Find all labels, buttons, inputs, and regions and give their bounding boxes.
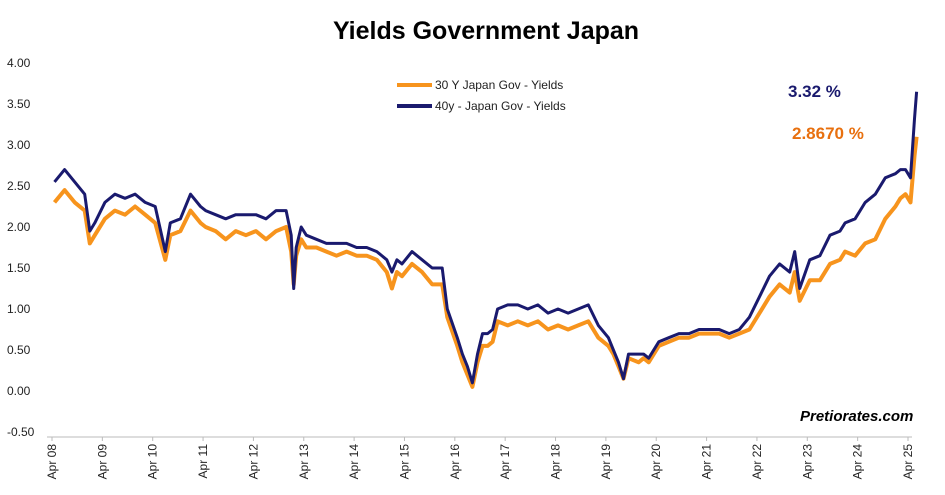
x-tick-label: Apr 12: [246, 444, 260, 480]
legend-label-30y: 30 Y Japan Gov - Yields: [435, 78, 563, 92]
series-line-30y: [52, 136, 919, 389]
annotation-40y: 3.32 %: [788, 82, 841, 101]
y-tick-label: -0.50: [7, 425, 35, 439]
x-tick-label: Apr 16: [448, 444, 462, 480]
x-tick-label: Apr 11: [196, 444, 210, 479]
x-tick-label: Apr 23: [800, 444, 814, 480]
y-tick-label: 3.00: [7, 138, 31, 152]
x-tick-label: Apr 25: [901, 444, 915, 480]
x-tick-label: Apr 10: [146, 444, 160, 480]
x-tick-label: Apr 14: [347, 444, 361, 480]
x-tick-label: Apr 18: [549, 444, 563, 480]
y-tick-label: 1.50: [7, 261, 31, 275]
y-tick-label: 2.00: [7, 220, 31, 234]
x-tick-label: Apr 22: [750, 444, 764, 480]
y-tick-label: 0.50: [7, 343, 31, 357]
x-tick-label: Apr 09: [95, 444, 109, 480]
y-tick-label: 2.50: [7, 179, 31, 193]
legend-label-40y: 40y - Japan Gov - Yields: [435, 99, 566, 113]
x-tick-label: Apr 15: [397, 444, 411, 480]
chart-title: Yields Government Japan: [333, 17, 639, 45]
x-tick-label: Apr 13: [297, 444, 311, 480]
x-tick-label: Apr 08: [45, 444, 59, 480]
series-line-40y: [53, 91, 919, 385]
y-tick-label: 1.00: [7, 302, 31, 316]
annotation-30y: 2.8670 %: [792, 124, 864, 143]
x-tick-label: Apr 21: [700, 444, 714, 480]
x-tick-label: Apr 19: [599, 444, 613, 480]
y-tick-label: 3.50: [7, 97, 31, 111]
y-tick-label: 4.00: [7, 56, 31, 70]
y-axis: -0.50 0.00 0.50 1.00 1.50 2.00 2.50 3.00 3.50 4.0…: [7, 56, 35, 439]
x-tick-label: Apr 17: [498, 444, 512, 480]
x-axis: Apr 08 Apr 09 Apr 10 Apr 11 Apr 12 Apr 13 Apr …: [45, 436, 915, 480]
x-tick-label: Apr 20: [649, 444, 663, 480]
legend: 30 Y Japan Gov - Yields 40y - Japan Gov …: [397, 78, 566, 113]
y-tick-label: 0.00: [7, 384, 31, 398]
series-group: [52, 91, 919, 389]
credit: Pretiorates.com: [800, 408, 913, 425]
x-tick-label: Apr 24: [851, 444, 865, 480]
